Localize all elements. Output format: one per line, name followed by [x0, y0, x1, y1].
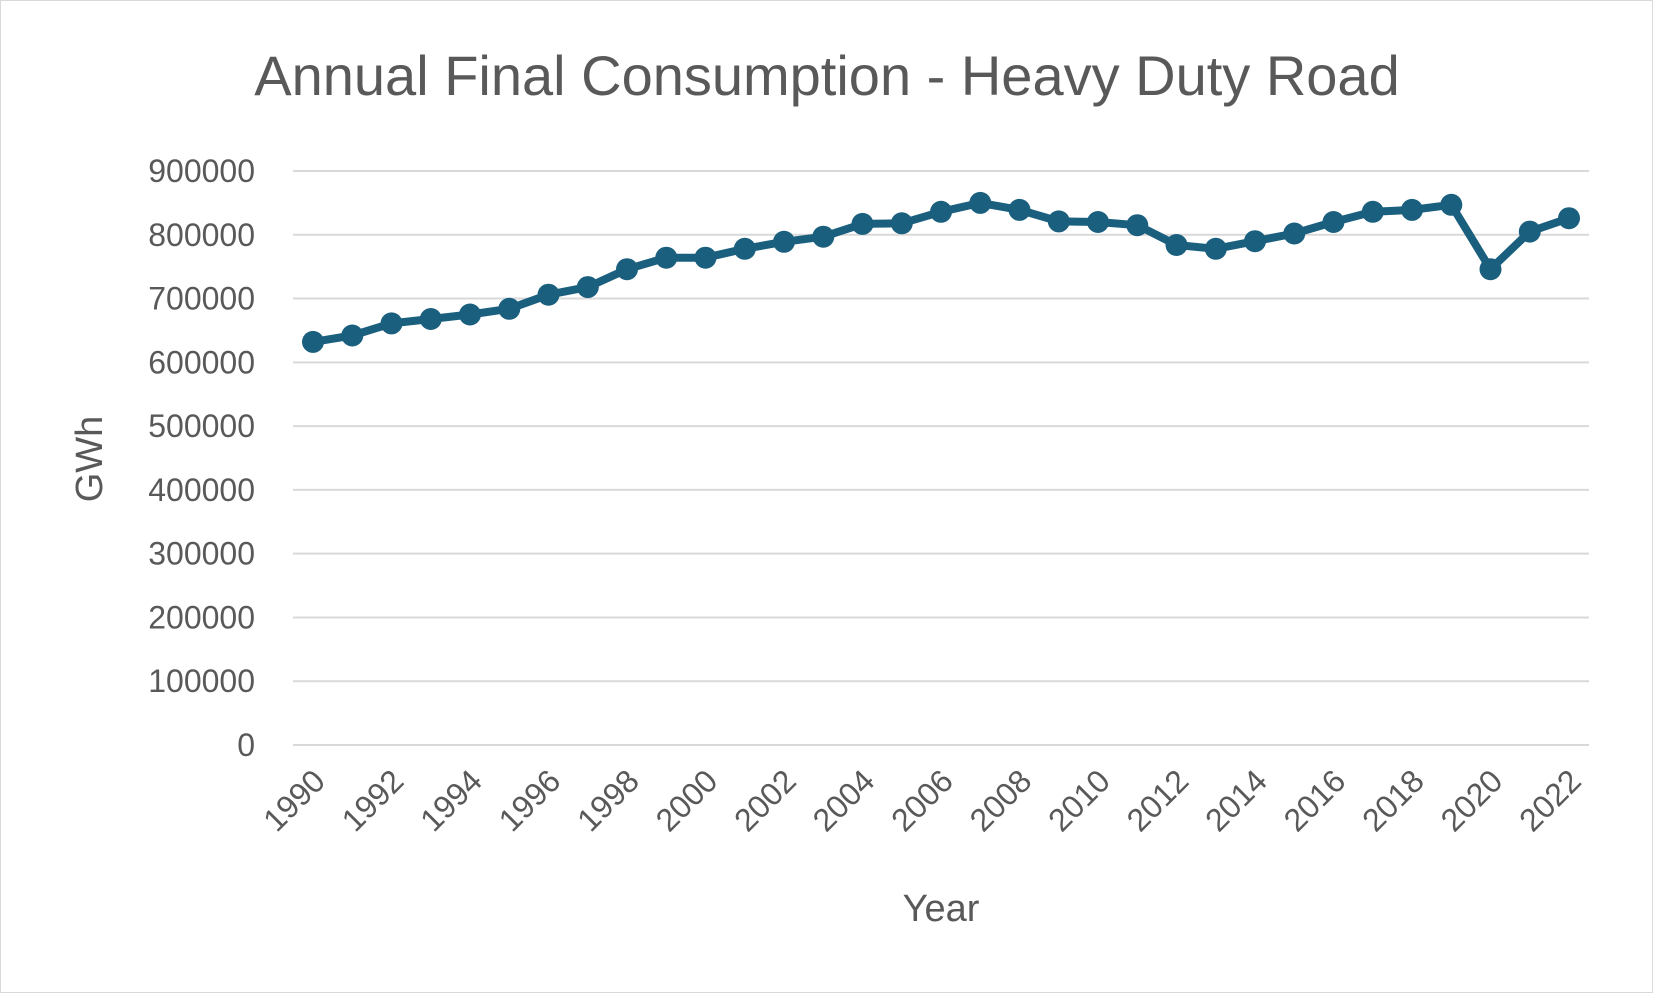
x-tick-label: 2012: [1120, 762, 1196, 838]
data-point: [459, 303, 481, 326]
data-point: [1479, 258, 1502, 281]
data-point: [1401, 198, 1423, 221]
x-tick-label: 2008: [963, 762, 1039, 838]
data-point: [1087, 211, 1109, 233]
data-point: [1361, 200, 1384, 223]
x-tick-label: 2002: [727, 762, 803, 838]
data-point: [1244, 230, 1266, 253]
y-tick-label: 500000: [148, 408, 255, 444]
data-point: [1283, 222, 1306, 245]
y-tick-label: 900000: [148, 153, 255, 189]
y-tick-label: 600000: [148, 344, 255, 380]
data-point: [537, 283, 560, 306]
x-tick-label: 2020: [1434, 762, 1510, 838]
data-point: [969, 191, 992, 214]
series: [302, 191, 1580, 353]
data-point: [1008, 198, 1031, 221]
y-tick-label: 300000: [148, 536, 255, 572]
data-point: [1518, 220, 1541, 243]
y-tick-label: 700000: [148, 281, 255, 317]
x-tick-label: 2016: [1277, 762, 1353, 838]
data-point: [616, 258, 638, 281]
data-point: [1440, 193, 1463, 216]
data-point: [302, 330, 324, 353]
x-tick-label: 2014: [1198, 762, 1274, 838]
x-tick-label: 2000: [649, 762, 725, 838]
y-tick-label: 800000: [148, 217, 255, 253]
gridlines: [293, 170, 1589, 746]
y-tick-label: 400000: [148, 472, 255, 508]
x-tick-label: 2018: [1355, 762, 1431, 838]
data-point: [773, 230, 795, 253]
x-axis-tick-labels: 1990 1992 1994 1996 1998 2000 2002 2004 2006 2008…: [256, 762, 1588, 838]
data-point: [694, 246, 717, 269]
x-tick-label: 1992: [335, 762, 411, 838]
data-point: [733, 237, 756, 260]
data-point: [419, 308, 442, 330]
series-line: [309, 198, 1573, 346]
data-point: [655, 246, 678, 269]
data-point: [1204, 237, 1227, 260]
data-point: [930, 200, 952, 223]
data-point: [890, 212, 913, 235]
y-axis-title: GWh: [69, 416, 111, 503]
x-tick-label: 1990: [256, 762, 332, 838]
data-point: [1165, 234, 1188, 256]
y-tick-label: 100000: [148, 663, 255, 699]
data-point: [341, 324, 364, 347]
data-point: [380, 312, 403, 335]
x-tick-label: 1994: [413, 762, 489, 838]
data-point: [1047, 210, 1070, 233]
data-point: [812, 225, 835, 248]
x-tick-label: 1998: [570, 762, 646, 838]
y-tick-label: 0: [237, 727, 255, 763]
data-point: [851, 212, 874, 235]
data-point: [1558, 207, 1580, 230]
data-point: [498, 297, 521, 320]
x-tick-label: 2022: [1512, 762, 1588, 838]
data-point: [1126, 214, 1149, 237]
x-tick-label: 2006: [884, 762, 960, 838]
data-point: [1322, 211, 1345, 233]
x-tick-label: 2010: [1041, 762, 1117, 838]
chart-title: Annual Final Consumption - Heavy Duty Ro…: [254, 44, 1399, 107]
y-tick-label: 200000: [148, 599, 255, 635]
y-axis-tick-labels: 0 100000 200000 300000 400000 500000 600000 700…: [148, 153, 255, 763]
data-point: [576, 276, 599, 299]
x-tick-label: 2004: [806, 762, 882, 838]
x-tick-label: 1996: [492, 762, 568, 838]
x-axis-title: Year: [903, 888, 980, 930]
